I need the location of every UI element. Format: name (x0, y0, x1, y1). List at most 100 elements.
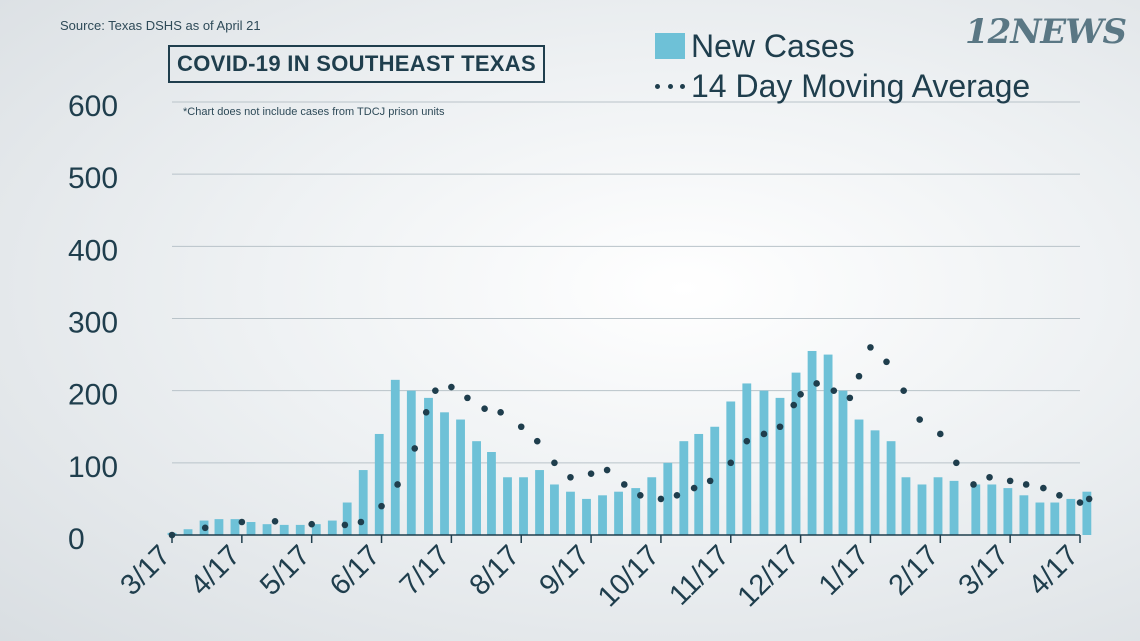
x-tick-label: 1/17 (813, 539, 876, 602)
moving-average-dot (916, 416, 923, 423)
new-cases-bar (1050, 502, 1060, 535)
new-cases-bar (807, 350, 817, 535)
moving-average-dot (760, 430, 768, 438)
x-tick-label: 10/17 (592, 539, 666, 613)
new-cases-bar (694, 433, 704, 535)
new-cases-bar (663, 462, 673, 535)
new-cases-bar (472, 441, 481, 535)
moving-average-dot (883, 358, 890, 366)
new-cases-bar (901, 477, 911, 535)
moving-average-dot (743, 437, 751, 445)
moving-average-dot (1006, 477, 1014, 485)
moving-average-dot (517, 423, 525, 431)
moving-average-dot (776, 423, 784, 431)
new-cases-bar (726, 401, 736, 535)
moving-average-dot (394, 481, 401, 488)
moving-average-dot (900, 387, 907, 394)
new-cases-bar (535, 470, 544, 535)
new-cases-bar (311, 524, 321, 535)
new-cases-bar (550, 484, 559, 535)
moving-average-dot (357, 518, 365, 526)
x-tick-label: 4/17 (184, 539, 247, 602)
moving-average-dot (867, 344, 874, 351)
moving-average-dot (706, 477, 714, 485)
new-cases-bar (631, 488, 641, 535)
moving-average-dot (551, 459, 558, 467)
moving-average-dot (497, 409, 504, 416)
moving-average-dot (846, 394, 854, 402)
moving-average-dot (690, 484, 698, 492)
new-cases-bar (838, 390, 848, 535)
y-tick-label: 400 (68, 234, 118, 267)
new-cases-bar (949, 480, 959, 535)
moving-average-dot (986, 473, 993, 481)
x-tick-label: 7/17 (394, 539, 457, 602)
new-cases-bar (262, 524, 272, 535)
new-cases-bar (214, 519, 224, 535)
new-cases-bar (917, 484, 927, 535)
y-tick-label: 0 (68, 523, 85, 556)
moving-average-dot (271, 517, 279, 525)
y-tick-label: 300 (68, 307, 118, 340)
new-cases-bar (886, 441, 896, 535)
new-cases-bar (759, 390, 769, 535)
new-cases-bar (854, 419, 864, 535)
brand-logo: 12NEWS (965, 12, 1127, 52)
x-tick-label: 9/17 (533, 539, 596, 602)
moving-average-dot (637, 492, 644, 499)
moving-average-dot (341, 521, 349, 529)
new-cases-bars (167, 350, 1092, 535)
moving-average-dot (308, 520, 315, 528)
new-cases-bar (742, 383, 752, 535)
new-cases-bar (791, 372, 801, 535)
new-cases-bar (775, 397, 785, 535)
moving-average-dot (464, 394, 471, 402)
y-tick-label: 100 (68, 451, 118, 484)
chart-title: COVID-19 IN SOUTHEAST TEXAS (168, 45, 545, 83)
new-cases-bar (503, 477, 512, 535)
x-tick-label: 8/17 (464, 539, 527, 602)
new-cases-bar (279, 524, 289, 535)
source-note: Source: Texas DSHS as of April 21 (60, 18, 261, 33)
new-cases-bar (327, 520, 337, 535)
moving-average-dot (855, 372, 863, 380)
moving-average-dot (727, 459, 735, 467)
moving-average-dot (1056, 492, 1063, 499)
new-cases-bar (1082, 491, 1092, 535)
moving-average-dot (1022, 481, 1030, 488)
new-cases-bar (598, 495, 607, 535)
moving-average-dot (533, 437, 541, 445)
legend: New Cases 14 Day Moving Average (655, 26, 1030, 106)
new-cases-bar (230, 519, 240, 535)
moving-average-dot (432, 387, 439, 394)
moving-average-dot (673, 492, 681, 499)
chart-footnote: *Chart does not include cases from TDCJ … (183, 106, 445, 118)
x-tick-label: 12/17 (732, 539, 806, 613)
new-cases-bar (710, 426, 720, 535)
moving-average-dot (830, 387, 838, 394)
moving-average-swatch (655, 83, 685, 89)
moving-average-dot (411, 445, 419, 452)
new-cases-bar (358, 470, 368, 535)
new-cases-bar (679, 441, 689, 535)
x-tick-label: 5/17 (254, 539, 317, 602)
x-tick-label: 2/17 (883, 539, 946, 602)
moving-average-dot (481, 405, 488, 413)
new-cases-bar (1003, 488, 1013, 535)
new-cases-bar (246, 522, 256, 535)
y-tick-label: 600 (68, 90, 118, 123)
moving-average-dots (168, 344, 1093, 539)
legend-item-moving-average: 14 Day Moving Average (655, 66, 1030, 106)
new-cases-bar (582, 498, 591, 535)
y-tick-label: 500 (68, 162, 118, 195)
moving-average-dot (970, 481, 977, 488)
new-cases-bar (823, 354, 833, 535)
new-cases-bar (390, 379, 400, 535)
grid-lines (172, 101, 1080, 536)
moving-average-dot (620, 481, 628, 488)
moving-average-dot (378, 502, 385, 510)
new-cases-bar (647, 477, 657, 535)
moving-average-dot (657, 495, 665, 503)
moving-average-dot (937, 430, 944, 438)
